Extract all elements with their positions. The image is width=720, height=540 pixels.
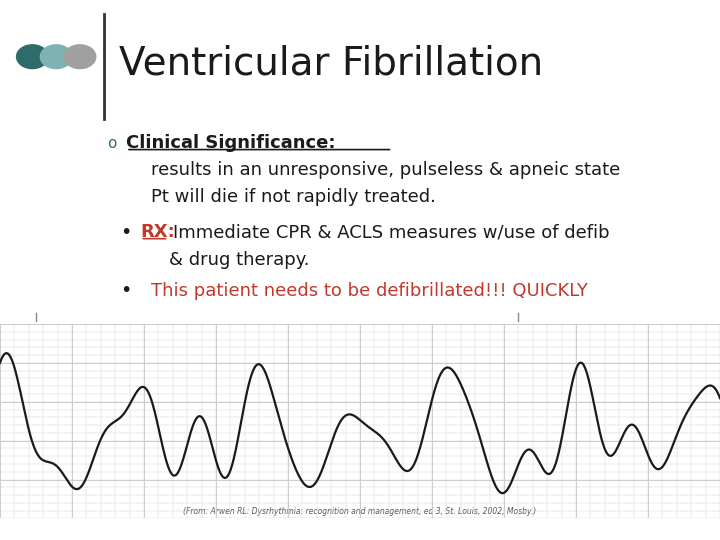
Circle shape (40, 45, 72, 69)
Text: RX:: RX: (140, 223, 175, 241)
Text: Clinical Significance:: Clinical Significance: (126, 134, 336, 152)
Text: o: o (107, 136, 117, 151)
Circle shape (17, 45, 48, 69)
Text: This patient needs to be defibrillated!!! QUICKLY: This patient needs to be defibrillated!!… (151, 281, 588, 300)
Circle shape (64, 45, 96, 69)
Text: •: • (120, 281, 132, 300)
Text: Pt will die if not rapidly treated.: Pt will die if not rapidly treated. (151, 188, 436, 206)
Text: Immediate CPR & ACLS measures w/use of defib: Immediate CPR & ACLS measures w/use of d… (173, 223, 609, 241)
Text: •: • (120, 222, 132, 242)
Text: results in an unresponsive, pulseless & apneic state: results in an unresponsive, pulseless & … (151, 161, 621, 179)
Text: & drug therapy.: & drug therapy. (169, 251, 310, 269)
Text: Ventricular Fibrillation: Ventricular Fibrillation (119, 44, 543, 82)
Text: (From: Arwen RL: Dysrhythmia: recognition and management, ed 3, St. Louis, 2002,: (From: Arwen RL: Dysrhythmia: recognitio… (184, 508, 536, 516)
